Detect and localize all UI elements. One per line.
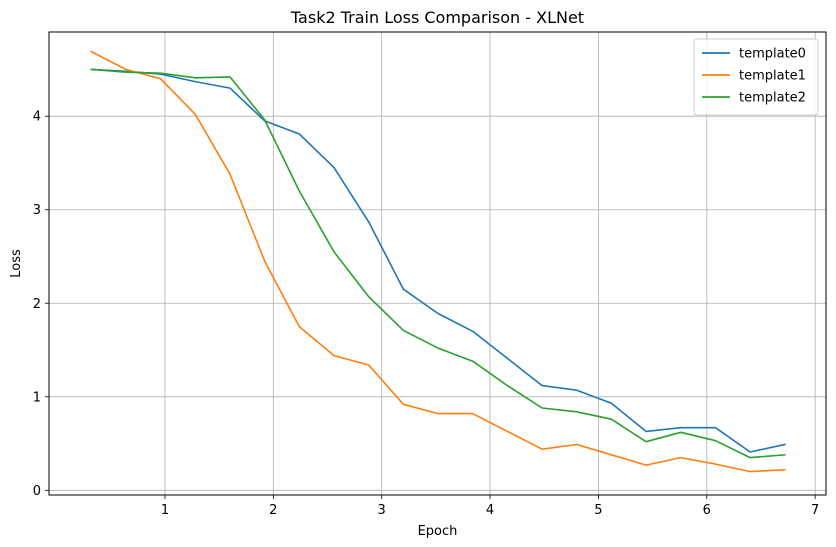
y-tick-label: 4 <box>33 110 41 125</box>
x-axis-title: Epoch <box>418 524 458 539</box>
grid <box>49 32 826 495</box>
y-tick-label: 3 <box>33 203 41 218</box>
legend-box <box>693 38 819 116</box>
x-tick-label: 2 <box>269 503 277 518</box>
y-axis-title: Loss <box>9 249 24 278</box>
y-tick-label: 0 <box>33 484 41 499</box>
y-tick-label: 1 <box>33 390 41 405</box>
y-tick-label: 2 <box>33 297 41 312</box>
chart-title: Task2 Train Loss Comparison - XLNet <box>290 8 584 27</box>
legend-label: template2 <box>739 91 806 106</box>
series-line-template2 <box>90 68 786 459</box>
series-line-template0 <box>90 68 786 453</box>
series-lines <box>90 50 786 473</box>
legend-label: template1 <box>739 69 806 84</box>
series-line-template1 <box>90 50 786 473</box>
legend: template0 template1 template2 <box>693 38 819 116</box>
x-tick-label: 1 <box>161 503 169 518</box>
x-tick-label: 3 <box>378 503 386 518</box>
x-tick-label: 7 <box>811 503 819 518</box>
x-tick-label: 6 <box>703 503 711 518</box>
x-tick-label: 5 <box>594 503 602 518</box>
axis-ticks: 1 2 3 4 5 6 7 0 1 2 3 4 <box>33 110 820 518</box>
legend-label: template0 <box>739 47 806 62</box>
plot-frame <box>48 31 827 496</box>
x-tick-label: 4 <box>486 503 494 518</box>
